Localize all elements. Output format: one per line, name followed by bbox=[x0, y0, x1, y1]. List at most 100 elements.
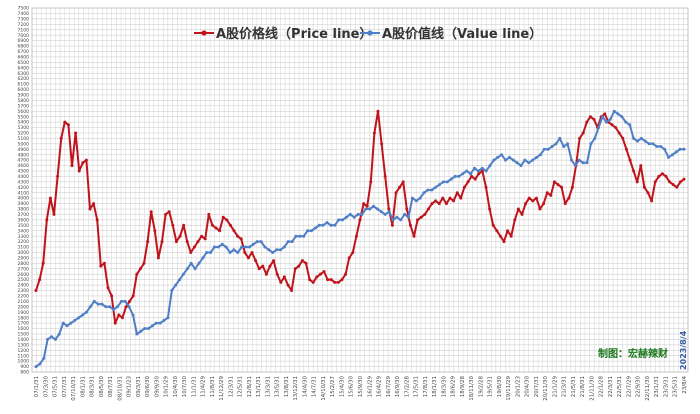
legend-label-value: A股价值线（Value line） bbox=[382, 26, 542, 42]
value-point bbox=[542, 147, 546, 151]
price-point bbox=[416, 218, 420, 222]
price-point bbox=[311, 280, 315, 284]
value-point bbox=[84, 310, 88, 314]
price-point bbox=[642, 185, 646, 189]
value-point bbox=[240, 245, 244, 249]
value-point bbox=[364, 207, 368, 211]
price-point bbox=[218, 229, 222, 233]
value-point bbox=[476, 169, 480, 173]
value-point bbox=[69, 321, 73, 325]
x-tick-label: 15/6/30 bbox=[349, 376, 355, 398]
y-tick-label: 1900 bbox=[18, 310, 30, 316]
x-tick-label: 14/7/31 bbox=[312, 376, 318, 397]
price-point bbox=[149, 210, 153, 214]
price-point bbox=[581, 131, 585, 135]
y-tick-label: 1300 bbox=[18, 342, 30, 348]
y-tick-label: 2200 bbox=[18, 294, 30, 300]
price-point bbox=[477, 172, 481, 176]
value-point bbox=[639, 136, 643, 140]
price-point bbox=[408, 223, 412, 227]
y-tick-label: 5400 bbox=[18, 120, 30, 126]
value-point bbox=[519, 164, 523, 168]
value-point bbox=[267, 248, 271, 252]
value-point bbox=[73, 318, 77, 322]
value-point bbox=[601, 115, 604, 119]
x-tick-label: 22/11/30 bbox=[645, 376, 651, 401]
price-point bbox=[563, 202, 567, 206]
price-point bbox=[437, 202, 441, 206]
price-point bbox=[239, 237, 243, 241]
x-tick-label: 09/3/31 bbox=[136, 376, 142, 397]
price-point bbox=[63, 120, 67, 124]
y-tick-label: 6100 bbox=[18, 82, 30, 88]
value-point bbox=[255, 240, 259, 244]
value-point bbox=[678, 147, 682, 151]
price-point bbox=[567, 196, 571, 200]
price-point bbox=[192, 245, 196, 249]
x-tick-label: 07/5/31 bbox=[53, 376, 59, 397]
value-point bbox=[329, 223, 333, 227]
y-tick-label: 4600 bbox=[18, 163, 30, 169]
price-point bbox=[308, 278, 312, 282]
price-point bbox=[430, 202, 434, 206]
value-point bbox=[232, 248, 236, 252]
value-point bbox=[65, 324, 69, 328]
x-tick-label: 18/11/30 bbox=[469, 376, 475, 401]
price-point bbox=[272, 259, 276, 263]
value-point bbox=[538, 153, 542, 157]
y-tick-label: 7000 bbox=[18, 33, 30, 39]
value-point bbox=[251, 242, 255, 246]
y-tick-label: 2700 bbox=[18, 266, 30, 272]
price-point bbox=[225, 218, 229, 222]
price-point bbox=[257, 267, 261, 271]
price-point bbox=[387, 207, 391, 211]
value-point bbox=[612, 109, 616, 113]
y-tick-label: 7300 bbox=[18, 16, 30, 22]
price-point bbox=[102, 261, 106, 265]
price-point bbox=[74, 131, 78, 135]
value-point bbox=[643, 139, 647, 143]
value-point bbox=[504, 158, 507, 162]
price-point bbox=[646, 191, 650, 195]
price-point bbox=[66, 123, 70, 127]
y-tick-label: 7500 bbox=[18, 6, 30, 12]
value-point bbox=[663, 147, 667, 151]
value-point bbox=[201, 256, 205, 260]
value-point bbox=[108, 305, 112, 309]
value-point bbox=[414, 199, 418, 203]
price-point bbox=[585, 120, 589, 124]
x-tick-label: 21/5/31 bbox=[571, 376, 577, 397]
price-point bbox=[639, 164, 643, 168]
price-point bbox=[329, 278, 333, 282]
price-point bbox=[434, 199, 438, 203]
value-point bbox=[348, 212, 352, 216]
y-tick-label: 6500 bbox=[18, 60, 30, 66]
price-point bbox=[228, 223, 232, 227]
price-point bbox=[110, 294, 114, 298]
legend: A股价格线（Price line） A股价值线（Value line） bbox=[194, 26, 542, 42]
value-point bbox=[651, 142, 655, 146]
y-tick-label: 5100 bbox=[18, 136, 30, 142]
x-tick-label: 17/5/31 bbox=[414, 376, 420, 397]
value-point bbox=[535, 155, 539, 159]
price-point bbox=[668, 180, 672, 184]
value-point bbox=[589, 142, 593, 146]
y-tick-label: 2100 bbox=[18, 299, 30, 305]
price-point bbox=[48, 196, 52, 200]
price-point bbox=[452, 199, 456, 203]
price-point bbox=[254, 259, 258, 263]
value-point bbox=[407, 215, 410, 219]
price-point bbox=[185, 240, 189, 244]
x-tick-label: 17/2/28 bbox=[404, 376, 410, 398]
legend-item-price[interactable]: A股价格线（Price line） bbox=[194, 26, 373, 42]
value-point bbox=[271, 251, 275, 254]
price-point bbox=[279, 280, 283, 284]
price-point bbox=[113, 321, 117, 325]
value-point bbox=[484, 169, 488, 173]
price-point bbox=[380, 142, 384, 146]
price-point bbox=[358, 218, 362, 222]
value-point bbox=[399, 218, 403, 222]
legend-item-value[interactable]: A股价值线（Value line） bbox=[360, 26, 542, 42]
y-tick-label: 6800 bbox=[18, 44, 30, 50]
price-point bbox=[92, 202, 96, 206]
